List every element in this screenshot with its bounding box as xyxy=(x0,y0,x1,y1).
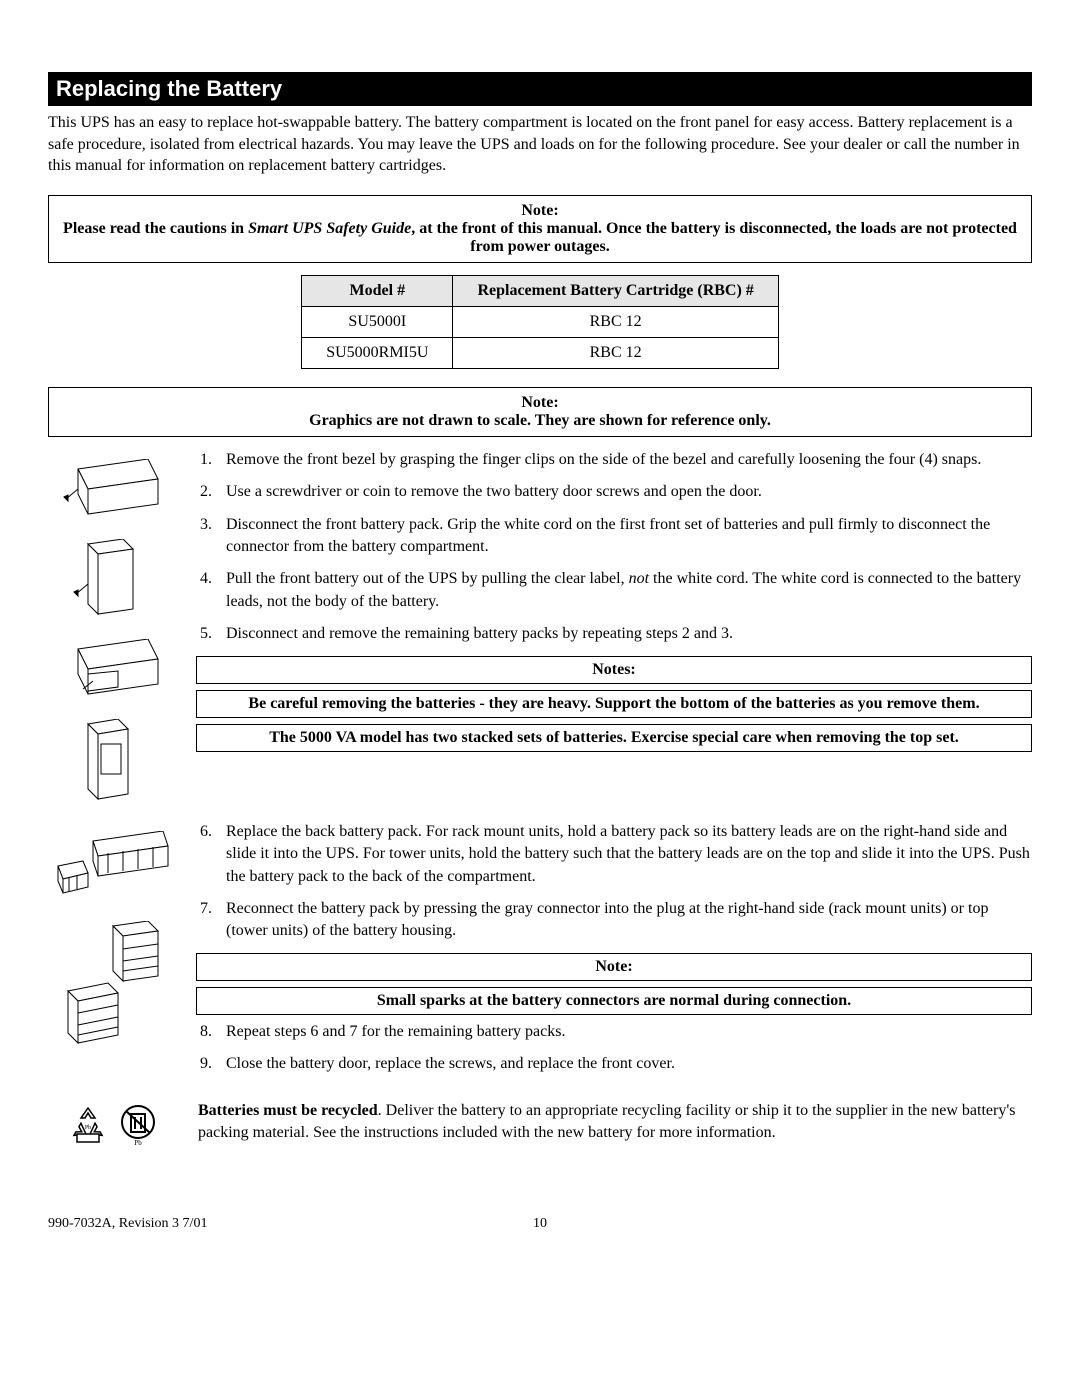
page-footer: 990-7032A, Revision 3 7/01 10 xyxy=(48,1216,1032,1236)
step-item: Repeat steps 6 and 7 for the remaining b… xyxy=(216,1021,1032,1043)
note3-label: Note: xyxy=(196,953,1032,981)
footer-page-number: 10 xyxy=(533,1216,547,1232)
step4-italic: not xyxy=(629,570,649,587)
note-box-2: Note: Graphics are not drawn to scale. T… xyxy=(48,387,1032,437)
recycle-row: Pb Pb Batteries must be recycled. Delive… xyxy=(48,1100,1032,1146)
ups-rack-icon xyxy=(58,459,168,519)
note3-body: Small sparks at the battery connectors a… xyxy=(196,987,1032,1015)
note-box-1: Note: Please read the cautions in Smart … xyxy=(48,195,1032,263)
steps-text-column: Replace the back battery pack. For rack … xyxy=(196,821,1032,1086)
steps-list-b: Replace the back battery pack. For rack … xyxy=(196,821,1032,943)
step-item: Use a screwdriver or coin to remove the … xyxy=(216,481,1032,503)
svg-text:Pb: Pb xyxy=(85,1125,91,1131)
battery-pack-tower-icon xyxy=(53,921,173,1051)
steps-block-b: Replace the back battery pack. For rack … xyxy=(48,821,1032,1086)
steps-block-a: Remove the front bezel by grasping the f… xyxy=(48,449,1032,809)
step-item: Disconnect the front battery pack. Grip … xyxy=(216,514,1032,559)
steps-list-c: Repeat steps 6 and 7 for the remaining b… xyxy=(196,1021,1032,1076)
ups-tower-open-icon xyxy=(73,719,153,809)
recycle-bold: Batteries must be recycled xyxy=(198,1102,378,1119)
step-item: Replace the back battery pack. For rack … xyxy=(216,821,1032,888)
step-item: Remove the front bezel by grasping the f… xyxy=(216,449,1032,471)
footer-revision: 990-7032A, Revision 3 7/01 xyxy=(48,1216,207,1231)
step-item: Reconnect the battery pack by pressing t… xyxy=(216,898,1032,943)
ups-rack-open-icon xyxy=(58,639,168,699)
battery-pack-rack-icon xyxy=(53,831,173,901)
model-table: Model # Replacement Battery Cartridge (R… xyxy=(301,275,779,369)
step-item: Pull the front battery out of the UPS by… xyxy=(216,568,1032,613)
note-label: Note: xyxy=(59,202,1021,220)
recycle-icons: Pb Pb xyxy=(48,1100,178,1146)
note1-post: , at the front of this manual. Once the … xyxy=(411,220,1017,255)
table-cell: RBC 12 xyxy=(453,337,778,368)
notes-mid-label: Notes: xyxy=(196,656,1032,684)
recycle-text: Batteries must be recycled. Deliver the … xyxy=(198,1100,1032,1145)
table-cell: SU5000I xyxy=(302,306,453,337)
steps-text-column: Remove the front bezel by grasping the f… xyxy=(196,449,1032,758)
note1-italic: Smart UPS Safety Guide xyxy=(248,220,411,237)
note-body: Graphics are not drawn to scale. They ar… xyxy=(59,412,1021,430)
table-cell: SU5000RMI5U xyxy=(302,337,453,368)
note-body: Please read the cautions in Smart UPS Sa… xyxy=(59,220,1021,256)
table-header-rbc: Replacement Battery Cartridge (RBC) # xyxy=(453,275,778,306)
table-header-model: Model # xyxy=(302,275,453,306)
notes-mid-body1: Be careful removing the batteries - they… xyxy=(196,690,1032,718)
svg-text:Pb: Pb xyxy=(134,1139,142,1146)
intro-paragraph: This UPS has an easy to replace hot-swap… xyxy=(48,112,1032,177)
section-title: Replacing the Battery xyxy=(48,72,1032,106)
step-item: Disconnect and remove the remaining batt… xyxy=(216,623,1032,645)
notes-mid-body2: The 5000 VA model has two stacked sets o… xyxy=(196,724,1032,752)
table-cell: RBC 12 xyxy=(453,306,778,337)
note1-pre: Please read the cautions in xyxy=(63,220,248,237)
recycle-icon: Pb xyxy=(67,1104,109,1146)
illustration-column xyxy=(48,821,178,1051)
ups-tower-icon xyxy=(68,539,158,619)
table-row: SU5000I RBC 12 xyxy=(302,306,779,337)
illustration-column xyxy=(48,449,178,809)
steps-list-a: Remove the front bezel by grasping the f… xyxy=(196,449,1032,646)
step4-pre: Pull the front battery out of the UPS by… xyxy=(226,570,629,587)
no-trash-icon: Pb xyxy=(117,1104,159,1146)
step-item: Close the battery door, replace the scre… xyxy=(216,1053,1032,1075)
table-row: SU5000RMI5U RBC 12 xyxy=(302,337,779,368)
note-label: Note: xyxy=(59,394,1021,412)
